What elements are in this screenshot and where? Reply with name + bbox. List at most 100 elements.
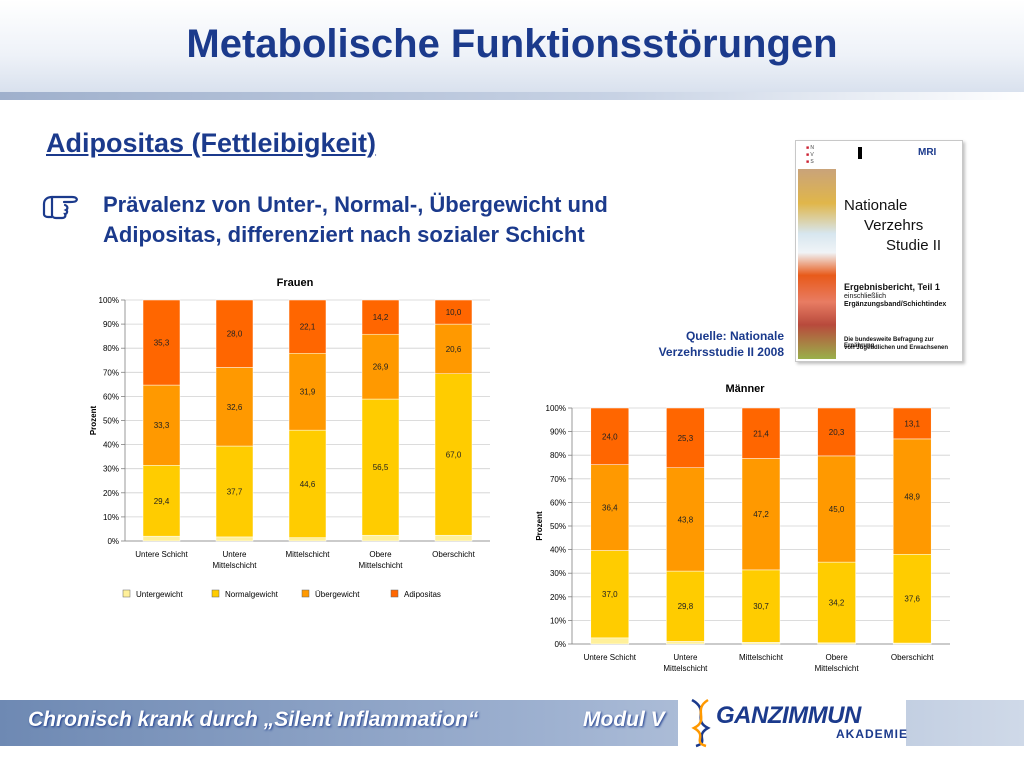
maenner-data-label: 37,0 xyxy=(602,590,618,599)
footer-course-title: Chronisch krank durch „Silent Inflammati… xyxy=(28,708,479,731)
maenner-bar-untergewicht xyxy=(590,637,630,645)
cover-ministry-logo xyxy=(858,147,898,159)
maenner-chart-title: Männer xyxy=(725,383,765,395)
frauen-data-label: 14,2 xyxy=(373,313,389,322)
frauen-bar-uebergewicht xyxy=(434,323,473,374)
frauen-legend-swatch-normalgewicht xyxy=(211,589,220,598)
frauen-y-axis-label: Prozent xyxy=(89,406,98,436)
frauen-bar-normalgewicht xyxy=(361,398,400,536)
maenner-y-tick-label: 60% xyxy=(550,498,566,507)
frauen-data-label: 29,4 xyxy=(154,497,170,506)
frauen-bar-adipositas xyxy=(361,299,400,335)
frauen-bar-adipositas xyxy=(142,299,181,386)
frauen-x-tick-label: Untere Schicht xyxy=(135,550,188,559)
maenner-data-label: 37,6 xyxy=(904,595,920,604)
frauen-data-label: 33,3 xyxy=(154,421,170,430)
frauen-legend-swatch-uebergewicht xyxy=(301,589,310,598)
frauen-y-tick-label: 0% xyxy=(107,537,119,546)
source-note: Quelle: Nationale Verzehrsstudie II 2008 xyxy=(640,328,784,360)
maenner-data-label: 29,8 xyxy=(678,602,694,611)
maenner-x-tick-label: Untere Schicht xyxy=(584,653,637,662)
maenner-y-tick-label: 50% xyxy=(550,522,566,531)
cover-title-line-3: Studie II xyxy=(886,237,942,254)
frauen-bar-untergewicht xyxy=(361,534,400,542)
frauen-data-label: 44,6 xyxy=(300,480,316,489)
frauen-data-label: 67,0 xyxy=(446,450,462,459)
title-divider xyxy=(0,92,1024,100)
cover-title-line-2: Verzehrs xyxy=(864,217,924,234)
maenner-x-tick-label: Untere xyxy=(673,653,698,662)
source-line-1: Quelle: Nationale xyxy=(685,329,784,343)
frauen-x-tick-label-line2: Mittelschicht xyxy=(358,561,403,570)
bullet-line-1: Prävalenz von Unter-, Normal-, Übergewic… xyxy=(103,192,608,217)
frauen-data-label: 32,6 xyxy=(227,403,243,412)
cover-supplement: Ergänzungsband/Schichtindex xyxy=(844,301,947,308)
frauen-legend-label-untergewicht: Untergewicht xyxy=(136,590,183,599)
maenner-bar-adipositas xyxy=(590,407,630,465)
frauen-x-tick-label: Mittelschicht xyxy=(285,550,330,559)
maenner-bar-uebergewicht xyxy=(817,455,856,563)
maenner-y-tick-label: 100% xyxy=(546,404,566,413)
maenner-x-tick-label-line2: Mittelschicht xyxy=(663,664,708,673)
frauen-bar-uebergewicht xyxy=(288,353,327,431)
maenner-data-label: 13,1 xyxy=(904,419,920,428)
frauen-bar-adipositas xyxy=(434,299,473,325)
maenner-bar-adipositas xyxy=(817,407,856,457)
source-line-2: Verzehrsstudie II 2008 xyxy=(658,345,784,359)
bullet-text: Prävalenz von Unter-, Normal-, Übergewic… xyxy=(103,190,723,250)
maenner-data-label: 20,3 xyxy=(829,428,845,437)
cover-survey-line-1: Die bundesweite Befragung zur Ernährung xyxy=(844,337,934,349)
maenner-y-tick-label: 10% xyxy=(550,616,566,625)
frauen-y-tick-label: 60% xyxy=(103,392,119,401)
maenner-x-tick-label: Obere xyxy=(825,653,848,662)
maenner-data-label: 25,3 xyxy=(678,434,694,443)
frauen-y-tick-label: 70% xyxy=(103,368,119,377)
maenner-bar-adipositas xyxy=(892,407,932,440)
frauen-data-label: 56,5 xyxy=(373,463,389,472)
maenner-y-axis-label: Prozent xyxy=(535,511,544,541)
title-band xyxy=(0,0,1024,92)
maenner-bar-normalgewicht xyxy=(892,554,932,644)
slide-title: Metabolische Funktionsstörungen xyxy=(186,22,838,66)
frauen-bar-untergewicht xyxy=(142,535,181,542)
frauen-data-label: 20,6 xyxy=(446,345,462,354)
maenner-bar-normalgewicht xyxy=(590,550,630,639)
frauen-y-tick-label: 50% xyxy=(103,417,119,426)
frauen-data-label: 22,1 xyxy=(300,323,316,332)
maenner-y-tick-label: 20% xyxy=(550,593,566,602)
frauen-bar-adipositas xyxy=(288,299,327,354)
frauen-bar-uebergewicht xyxy=(142,384,181,466)
cover-survey-line-2: von Jugendlichen und Erwachsenen xyxy=(844,345,949,351)
frauen-y-tick-label: 90% xyxy=(103,320,119,329)
maenner-y-tick-label: 30% xyxy=(550,569,566,578)
maenner-bar-normalgewicht xyxy=(817,561,856,644)
frauen-data-label: 26,9 xyxy=(373,363,389,372)
cover-study-logo: ■ N ■ V ■ S xyxy=(806,145,815,165)
frauen-data-label: 35,3 xyxy=(154,339,170,348)
maenner-bar-uebergewicht xyxy=(590,464,630,551)
frauen-legend-swatch-adipositas xyxy=(390,589,399,598)
maenner-data-label: 47,2 xyxy=(753,510,769,519)
frauen-y-tick-label: 80% xyxy=(103,344,119,353)
cover-mri-logo: MRI xyxy=(918,147,937,158)
maenner-bar-normalgewicht xyxy=(741,569,781,643)
frauen-legend-label-uebergewicht: Übergewicht xyxy=(315,590,360,599)
frauen-bar-untergewicht xyxy=(215,536,254,542)
maenner-bar-untergewicht xyxy=(666,641,705,645)
frauen-x-tick-label: Obere xyxy=(369,550,392,559)
frauen-data-label: 37,7 xyxy=(227,487,243,496)
maenner-bar-uebergewicht xyxy=(666,467,705,572)
maenner-data-label: 21,4 xyxy=(753,429,769,438)
frauen-bar-untergewicht xyxy=(288,537,327,542)
ganzimmun-logo xyxy=(678,696,906,748)
frauen-bar-untergewicht xyxy=(434,534,473,542)
maenner-y-tick-label: 0% xyxy=(554,640,566,649)
maenner-bar-adipositas xyxy=(741,407,781,459)
maenner-data-label: 34,2 xyxy=(829,598,845,607)
frauen-x-tick-label: Untere xyxy=(222,550,247,559)
cover-incl: einschließlich xyxy=(844,293,887,300)
frauen-bar-normalgewicht xyxy=(288,429,327,538)
maenner-x-tick-label: Oberschicht xyxy=(891,653,934,662)
maenner-y-tick-label: 80% xyxy=(550,451,566,460)
